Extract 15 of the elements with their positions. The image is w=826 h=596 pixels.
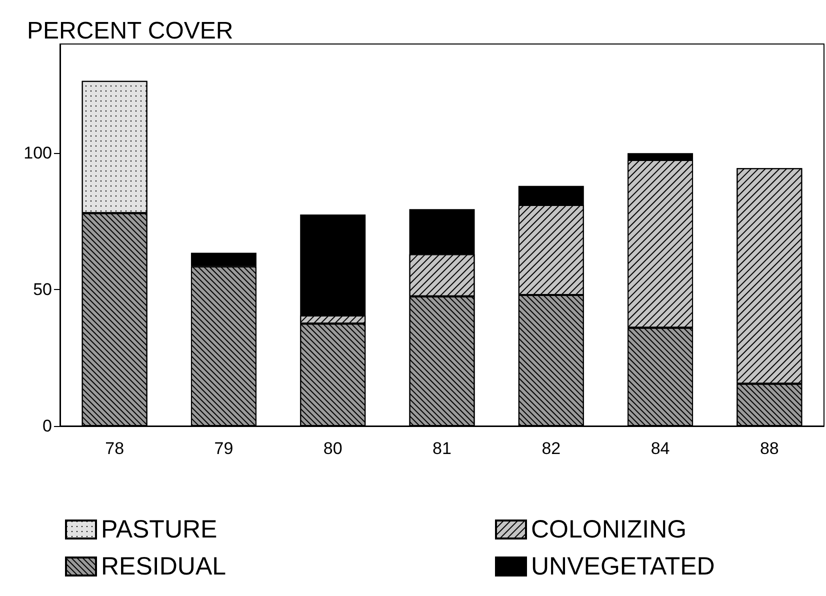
x-tick-label: 82 [542,439,561,458]
x-tick-label: 79 [214,439,234,458]
legend-label: UNVEGETATED [531,552,715,580]
x-tick-label: 81 [432,439,452,458]
x-tick-label: 80 [323,439,342,458]
x-tick-label: 78 [105,439,124,458]
y-tick-label: 0 [42,416,52,436]
chart-title: PERCENT COVER [27,18,234,44]
legend-label: COLONIZING [531,516,687,544]
legend-label: RESIDUAL [101,552,226,580]
y-tick-label: 100 [24,144,52,163]
x-tick-label: 88 [760,439,779,458]
y-tick-label: 50 [33,280,52,300]
legend-label: PASTURE [101,516,218,544]
x-tick-label: 84 [650,439,670,458]
